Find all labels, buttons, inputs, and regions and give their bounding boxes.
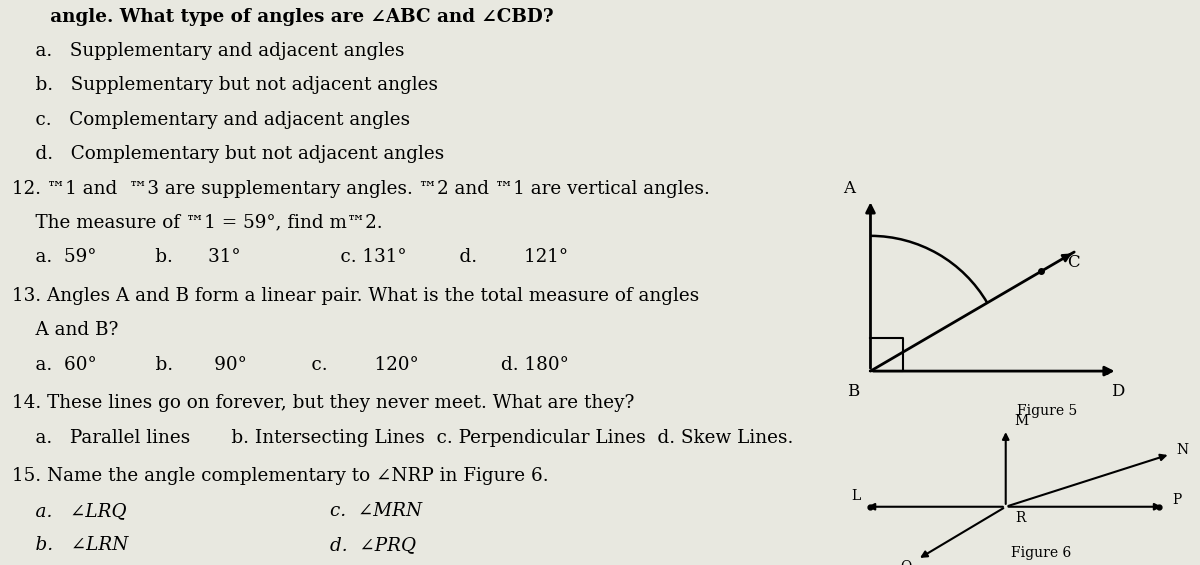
Text: R: R [1015,511,1026,525]
Text: P: P [1172,493,1182,507]
Text: angle. What type of angles are ∠ABC and ∠CBD?: angle. What type of angles are ∠ABC and … [12,8,553,27]
Text: Figure 5: Figure 5 [1016,405,1078,419]
Text: 13. Angles A and B form a linear pair. What is the total measure of angles: 13. Angles A and B form a linear pair. W… [12,287,700,305]
Text: 12. ™1 and  ™3 are supplementary angles. ™2 and ™1 are vertical angles.: 12. ™1 and ™3 are supplementary angles. … [12,180,710,198]
Text: D: D [1111,383,1124,400]
Text: A: A [844,180,856,197]
Text: d.   Complementary but not adjacent angles: d. Complementary but not adjacent angles [12,145,444,163]
Text: C: C [1067,254,1080,271]
Text: The measure of ™1 = 59°, find m™2.: The measure of ™1 = 59°, find m™2. [12,214,383,232]
Text: a.  59°          b.      31°                 c. 131°         d.        121°: a. 59° b. 31° c. 131° d. 121° [12,248,568,266]
Text: L: L [852,489,860,503]
Text: B: B [847,383,859,400]
Text: 14. These lines go on forever, but they never meet. What are they?: 14. These lines go on forever, but they … [12,394,635,412]
Text: A and B?: A and B? [12,321,119,339]
Text: b.   Supplementary but not adjacent angles: b. Supplementary but not adjacent angles [12,76,438,94]
Text: a.   ∠LRQ: a. ∠LRQ [12,502,127,520]
Text: 15. Name the angle complementary to ∠NRP in Figure 6.: 15. Name the angle complementary to ∠NRP… [12,467,548,485]
Text: N: N [1176,443,1188,457]
Text: c.   Complementary and adjacent angles: c. Complementary and adjacent angles [12,111,410,129]
Text: b.   ∠LRN: b. ∠LRN [12,536,128,554]
Text: a.   Parallel lines       b. Intersecting Lines  c. Perpendicular Lines  d. Skew: a. Parallel lines b. Intersecting Lines … [12,429,793,447]
Text: c.  ∠MRN: c. ∠MRN [330,502,421,520]
Text: d.  ∠PRQ: d. ∠PRQ [330,536,415,554]
Text: a.  60°          b.       90°           c.        120°              d. 180°: a. 60° b. 90° c. 120° d. 180° [12,355,569,373]
Text: M: M [1014,414,1028,428]
Text: Figure 6: Figure 6 [1010,546,1072,559]
Text: a.   Supplementary and adjacent angles: a. Supplementary and adjacent angles [12,42,404,60]
Text: Q: Q [900,559,911,565]
